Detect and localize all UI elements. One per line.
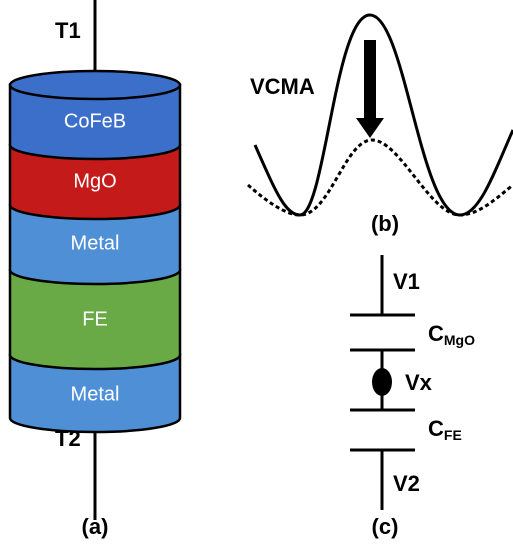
vx-label: Vx bbox=[405, 370, 433, 395]
diagram: CoFeB MgO Metal FE Metal T1 T2 (a) VCMA … bbox=[0, 0, 513, 548]
text-part: MgO bbox=[444, 332, 475, 348]
layer-label: MgO bbox=[73, 170, 116, 192]
caption: (b) bbox=[371, 211, 399, 236]
caption: (c) bbox=[372, 514, 399, 539]
caption: (a) bbox=[82, 514, 109, 539]
v2-label: V2 bbox=[393, 471, 420, 496]
arrow-shaft bbox=[364, 40, 376, 120]
text-part: C bbox=[428, 416, 444, 441]
text-part: FE bbox=[444, 427, 462, 443]
layer-label: Metal bbox=[71, 232, 120, 254]
solid-wave bbox=[255, 15, 513, 215]
text-part: C bbox=[428, 321, 444, 346]
cylinder-top bbox=[10, 71, 180, 99]
dotted-wave bbox=[248, 140, 513, 215]
v1-label: V1 bbox=[393, 269, 420, 294]
cfe-label: CFE bbox=[428, 416, 462, 443]
layer-label: FE bbox=[82, 308, 108, 330]
layer-label: Metal bbox=[71, 383, 120, 405]
vcma-label: VCMA bbox=[250, 74, 315, 99]
terminal-label: T2 bbox=[55, 426, 81, 451]
node-dot bbox=[372, 368, 392, 396]
arrow-head bbox=[356, 118, 384, 138]
cmgo-label: CMgO bbox=[428, 321, 475, 348]
layer-label: CoFeB bbox=[64, 110, 126, 132]
terminal-label: T1 bbox=[55, 18, 81, 43]
